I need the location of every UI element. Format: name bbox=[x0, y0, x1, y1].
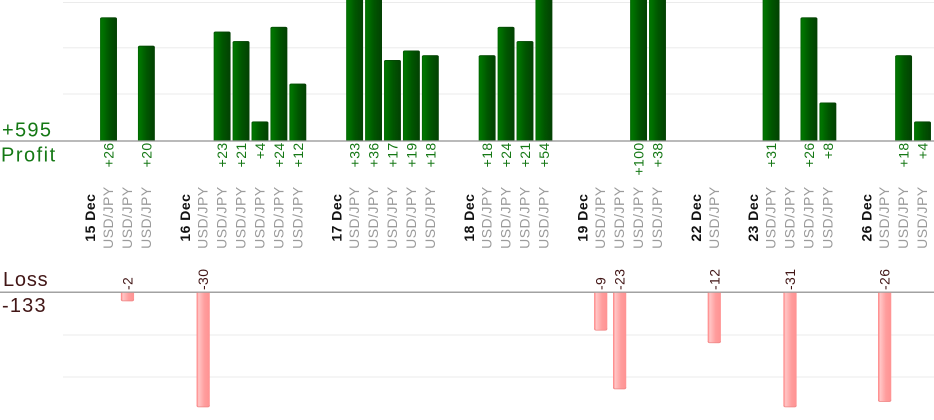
svg-text:USD/JPY: USD/JPY bbox=[119, 186, 135, 249]
svg-text:17 Dec: 17 Dec bbox=[328, 194, 344, 242]
svg-text:+31: +31 bbox=[763, 142, 779, 167]
svg-text:16 Dec: 16 Dec bbox=[177, 194, 193, 242]
svg-text:+12: +12 bbox=[290, 142, 306, 167]
svg-text:USD/JPY: USD/JPY bbox=[100, 186, 116, 249]
svg-text:USD/JPY: USD/JPY bbox=[289, 186, 305, 249]
svg-text:+19: +19 bbox=[403, 142, 419, 167]
svg-text:+17: +17 bbox=[385, 142, 401, 167]
svg-text:USD/JPY: USD/JPY bbox=[498, 186, 514, 249]
svg-text:+18: +18 bbox=[422, 142, 438, 167]
svg-text:Profit: Profit bbox=[1, 145, 57, 167]
svg-text:USD/JPY: USD/JPY bbox=[819, 186, 835, 249]
svg-text:+4: +4 bbox=[915, 142, 931, 159]
svg-text:USD/JPY: USD/JPY bbox=[630, 186, 646, 249]
svg-text:USD/JPY: USD/JPY bbox=[611, 186, 627, 249]
svg-text:15 Dec: 15 Dec bbox=[82, 194, 98, 242]
svg-text:-26: -26 bbox=[877, 269, 893, 290]
svg-text:USD/JPY: USD/JPY bbox=[403, 186, 419, 249]
svg-text:USD/JPY: USD/JPY bbox=[517, 186, 533, 249]
svg-text:USD/JPY: USD/JPY bbox=[763, 186, 779, 249]
svg-text:+21: +21 bbox=[517, 142, 533, 167]
svg-text:+18: +18 bbox=[896, 142, 912, 167]
svg-text:USD/JPY: USD/JPY bbox=[782, 186, 798, 249]
svg-text:USD/JPY: USD/JPY bbox=[479, 186, 495, 249]
svg-text:+24: +24 bbox=[271, 142, 287, 167]
svg-text:USD/JPY: USD/JPY bbox=[706, 186, 722, 249]
svg-text:USD/JPY: USD/JPY bbox=[535, 186, 551, 249]
svg-text:+54: +54 bbox=[536, 142, 552, 167]
svg-text:-133: -133 bbox=[2, 295, 47, 317]
svg-text:+24: +24 bbox=[498, 142, 514, 167]
svg-text:USD/JPY: USD/JPY bbox=[592, 186, 608, 249]
svg-text:USD/JPY: USD/JPY bbox=[233, 186, 249, 249]
svg-text:USD/JPY: USD/JPY bbox=[252, 186, 268, 249]
svg-text:Loss: Loss bbox=[3, 269, 48, 291]
svg-text:-9: -9 bbox=[593, 277, 609, 290]
svg-text:+26: +26 bbox=[101, 142, 117, 167]
svg-text:+8: +8 bbox=[820, 142, 836, 159]
svg-text:23 Dec: 23 Dec bbox=[745, 194, 761, 242]
svg-text:+20: +20 bbox=[138, 142, 154, 167]
svg-text:USD/JPY: USD/JPY bbox=[800, 186, 816, 249]
svg-text:+18: +18 bbox=[479, 142, 495, 167]
svg-text:+100: +100 bbox=[631, 142, 647, 175]
svg-text:USD/JPY: USD/JPY bbox=[346, 186, 362, 249]
svg-text:22 Dec: 22 Dec bbox=[688, 194, 704, 242]
svg-text:+33: +33 bbox=[347, 142, 363, 167]
svg-text:USD/JPY: USD/JPY bbox=[649, 186, 665, 249]
svg-text:USD/JPY: USD/JPY bbox=[422, 186, 438, 249]
svg-text:USD/JPY: USD/JPY bbox=[914, 186, 930, 249]
svg-text:+4: +4 bbox=[252, 142, 268, 159]
svg-text:-23: -23 bbox=[612, 269, 628, 290]
svg-text:USD/JPY: USD/JPY bbox=[270, 186, 286, 249]
svg-text:USD/JPY: USD/JPY bbox=[876, 186, 892, 249]
svg-text:+21: +21 bbox=[233, 142, 249, 167]
svg-text:+26: +26 bbox=[801, 142, 817, 167]
svg-text:+38: +38 bbox=[650, 142, 666, 167]
svg-text:26 Dec: 26 Dec bbox=[858, 194, 874, 242]
svg-text:18 Dec: 18 Dec bbox=[461, 194, 477, 242]
svg-text:+23: +23 bbox=[214, 142, 230, 167]
svg-text:USD/JPY: USD/JPY bbox=[895, 186, 911, 249]
svg-text:19 Dec: 19 Dec bbox=[574, 194, 590, 242]
svg-text:-31: -31 bbox=[782, 269, 798, 290]
svg-text:USD/JPY: USD/JPY bbox=[214, 186, 230, 249]
svg-text:-30: -30 bbox=[195, 269, 211, 290]
svg-text:USD/JPY: USD/JPY bbox=[365, 186, 381, 249]
svg-text:-12: -12 bbox=[706, 269, 722, 290]
svg-text:USD/JPY: USD/JPY bbox=[195, 186, 211, 249]
svg-text:-2: -2 bbox=[120, 277, 136, 290]
svg-text:USD/JPY: USD/JPY bbox=[138, 186, 154, 249]
svg-text:USD/JPY: USD/JPY bbox=[384, 186, 400, 249]
svg-text:+595: +595 bbox=[2, 120, 52, 142]
svg-text:+36: +36 bbox=[366, 142, 382, 167]
